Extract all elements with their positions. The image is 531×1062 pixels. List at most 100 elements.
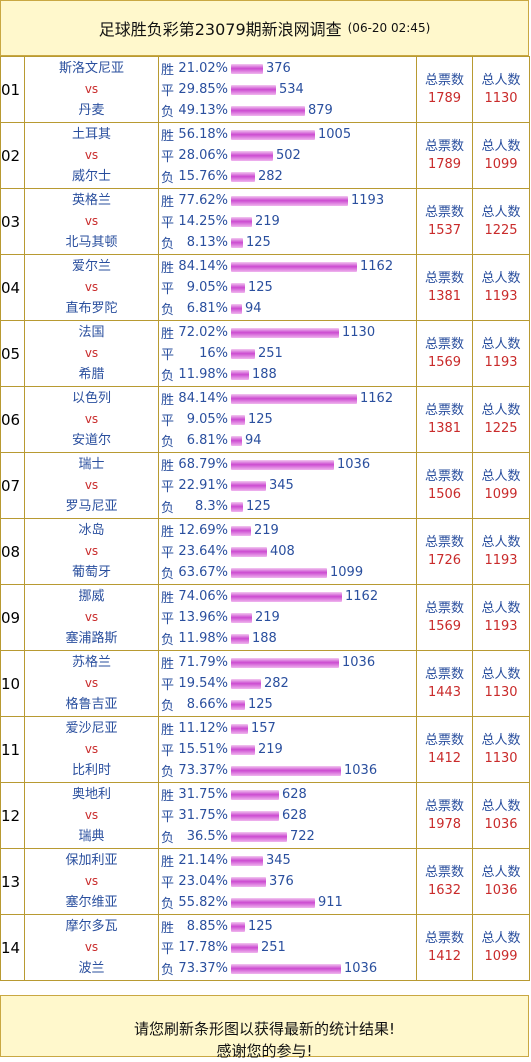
stat-label-lose: 负 xyxy=(161,501,175,516)
stat-count-win: 1036 xyxy=(342,655,376,670)
match-teams: 瑞士 vs 罗马尼亚 xyxy=(24,452,159,519)
stat-row-lose: 负 49.13% 879 xyxy=(159,100,416,121)
total-tickets-label: 总票数 xyxy=(424,468,464,484)
stat-label-lose: 负 xyxy=(161,897,175,912)
stat-percent-lose: 73.37% xyxy=(178,763,228,778)
stat-bar-draw xyxy=(231,414,245,425)
stat-row-win: 胜 74.06% 1162 xyxy=(159,586,416,607)
survey-title: 足球胜负彩第23079期新浪网调查 xyxy=(98,20,342,39)
match-teams: 法国 vs 希腊 xyxy=(24,320,159,387)
away-team: 安道尔 xyxy=(71,433,111,448)
stat-bar-win xyxy=(231,327,339,338)
total-people-label: 总人数 xyxy=(481,402,521,418)
match-row: 10 苏格兰 vs 格鲁吉亚 胜 71.79% 1036 平 19.54% 28… xyxy=(0,650,530,717)
vs-label: vs xyxy=(84,610,99,624)
match-teams: 英格兰 vs 北马其顿 xyxy=(24,188,159,255)
total-tickets-label: 总票数 xyxy=(424,600,464,616)
stat-label-lose: 负 xyxy=(161,435,175,450)
stat-row-lose: 负 11.98% 188 xyxy=(159,364,416,385)
stat-count-win: 1005 xyxy=(318,127,352,142)
match-number: 13 xyxy=(0,848,25,915)
stat-bar-lose xyxy=(231,963,341,974)
stat-count-lose: 911 xyxy=(318,895,343,910)
stat-label-draw: 平 xyxy=(161,678,175,693)
stat-count-win: 1036 xyxy=(337,457,371,472)
total-tickets-value: 1412 xyxy=(427,948,462,964)
stat-label-draw: 平 xyxy=(161,546,175,561)
stat-percent-draw: 14.25% xyxy=(178,214,228,229)
stat-count-draw: 502 xyxy=(276,148,301,163)
total-people-label: 总人数 xyxy=(481,468,521,484)
stat-row-draw: 平 23.04% 376 xyxy=(159,871,416,892)
survey-timestamp: (06-20 02:45) xyxy=(347,21,431,35)
stat-label-win: 胜 xyxy=(161,459,175,474)
stat-row-lose: 负 8.66% 125 xyxy=(159,694,416,715)
vs-label: vs xyxy=(84,280,99,294)
stat-percent-lose: 8.3% xyxy=(194,499,228,514)
total-people-cell: 总人数 1193 xyxy=(472,254,530,321)
vs-label: vs xyxy=(84,214,99,228)
away-team: 北马其顿 xyxy=(65,235,118,250)
stat-percent-lose: 8.13% xyxy=(186,235,228,250)
stat-percent-win: 21.02% xyxy=(178,61,228,76)
stat-percent-win: 21.14% xyxy=(178,853,228,868)
total-tickets-label: 总票数 xyxy=(424,864,464,880)
total-tickets-cell: 总票数 1381 xyxy=(416,254,473,321)
total-tickets-cell: 总票数 1569 xyxy=(416,320,473,387)
home-team: 爱尔兰 xyxy=(71,259,111,274)
stat-bar-win xyxy=(231,657,339,668)
stat-percent-draw: 15.51% xyxy=(178,742,228,757)
stat-percent-lose: 36.5% xyxy=(186,829,228,844)
stat-count-lose: 1099 xyxy=(330,565,364,580)
stat-bar-draw xyxy=(231,546,267,557)
stat-bar-lose xyxy=(231,897,315,908)
stat-count-draw: 282 xyxy=(264,676,289,691)
stat-percent-lose: 11.98% xyxy=(178,367,228,382)
stat-bar-draw xyxy=(231,612,252,623)
footer-refresh-text: 请您刷新条形图以获得最新的统计结果! xyxy=(133,1020,395,1038)
away-team: 塞浦路斯 xyxy=(65,631,118,646)
stat-label-draw: 平 xyxy=(161,744,175,759)
stat-percent-lose: 15.76% xyxy=(178,169,228,184)
total-tickets-value: 1412 xyxy=(427,750,462,766)
stat-label-lose: 负 xyxy=(161,369,175,384)
total-people-label: 总人数 xyxy=(481,270,521,286)
vs-label: vs xyxy=(84,148,99,162)
stat-count-draw: 408 xyxy=(270,544,295,559)
stat-count-lose: 282 xyxy=(258,169,283,184)
stat-label-lose: 负 xyxy=(161,633,175,648)
stat-bar-win xyxy=(231,855,263,866)
match-number: 12 xyxy=(0,782,25,849)
stat-label-win: 胜 xyxy=(161,591,175,606)
stat-bar-lose xyxy=(231,303,242,314)
stat-bar-win xyxy=(231,591,342,602)
stat-bar-lose xyxy=(231,369,249,380)
stat-bar-win xyxy=(231,525,251,536)
total-people-cell: 总人数 1225 xyxy=(472,188,530,255)
vs-label: vs xyxy=(84,874,99,888)
total-tickets-label: 总票数 xyxy=(424,336,464,352)
total-people-value: 1225 xyxy=(484,420,518,436)
total-tickets-value: 1569 xyxy=(427,618,462,634)
total-tickets-cell: 总票数 1443 xyxy=(416,650,473,717)
stat-bar-draw xyxy=(231,150,273,161)
stat-count-draw: 219 xyxy=(255,214,280,229)
stat-label-lose: 负 xyxy=(161,699,175,714)
stat-percent-lose: 11.98% xyxy=(178,631,228,646)
stat-count-win: 219 xyxy=(254,523,279,538)
stat-percent-lose: 6.81% xyxy=(186,433,228,448)
total-people-value: 1193 xyxy=(484,288,518,304)
away-team: 比利时 xyxy=(71,763,111,778)
stat-row-draw: 平 29.85% 534 xyxy=(159,79,416,100)
stat-count-draw: 251 xyxy=(258,346,283,361)
stat-count-draw: 534 xyxy=(279,82,304,97)
stat-label-draw: 平 xyxy=(161,942,175,957)
home-team: 斯洛文尼亚 xyxy=(58,61,124,76)
stat-percent-draw: 29.85% xyxy=(178,82,228,97)
stat-count-lose: 125 xyxy=(246,235,271,250)
match-row: 12 奥地利 vs 瑞典 胜 31.75% 628 平 31.75% 628 xyxy=(0,782,530,849)
stat-count-draw: 251 xyxy=(261,940,286,955)
stat-count-draw: 125 xyxy=(248,412,273,427)
stat-percent-lose: 73.37% xyxy=(178,961,228,976)
match-teams: 爱沙尼亚 vs 比利时 xyxy=(24,716,159,783)
